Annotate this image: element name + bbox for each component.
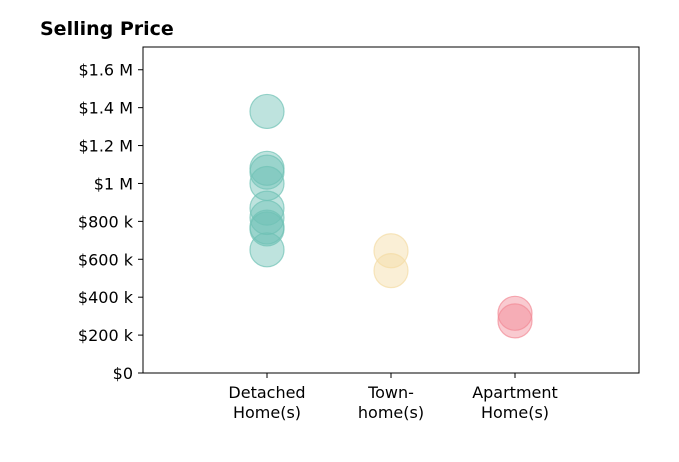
y-tick-label: $1.4 M <box>78 99 133 118</box>
plot-frame <box>142 46 640 374</box>
data-point <box>249 232 285 268</box>
data-point <box>373 233 409 269</box>
y-tick-label: $200 k <box>78 326 134 345</box>
y-tick-label: $1 M <box>94 174 133 193</box>
data-point <box>249 190 285 226</box>
data-points <box>249 93 533 339</box>
y-tick-label: $400 k <box>78 288 134 307</box>
x-tick-label-line2: Home(s) <box>481 403 549 422</box>
data-point <box>249 154 285 190</box>
x-tick-label-line2: Home(s) <box>233 403 301 422</box>
x-axis: DetachedHome(s)Town-home(s)ApartmentHome… <box>228 373 558 422</box>
y-tick-label: $0 <box>113 364 133 383</box>
data-point <box>249 211 285 247</box>
x-tick-label-line2: home(s) <box>358 403 424 422</box>
x-tick-label-line1: Town- <box>367 383 414 402</box>
y-tick-label: $1.6 M <box>78 61 133 80</box>
data-point <box>249 199 285 236</box>
data-point <box>497 295 533 331</box>
chart-title: Selling Price <box>40 18 174 40</box>
x-tick-label-line1: Apartment <box>472 383 558 402</box>
y-tick-label: $600 k <box>78 250 134 269</box>
data-point <box>249 93 285 130</box>
y-tick-label: $1.2 M <box>78 137 133 156</box>
data-point <box>497 303 533 339</box>
data-point <box>373 253 409 289</box>
y-axis: $0 $200 k $400 k $600 k $800 k $1 M $1.2 M $1.4… <box>78 61 143 383</box>
x-tick-label-line1: Detached <box>228 383 305 402</box>
y-tick-label: $800 k <box>78 212 134 231</box>
